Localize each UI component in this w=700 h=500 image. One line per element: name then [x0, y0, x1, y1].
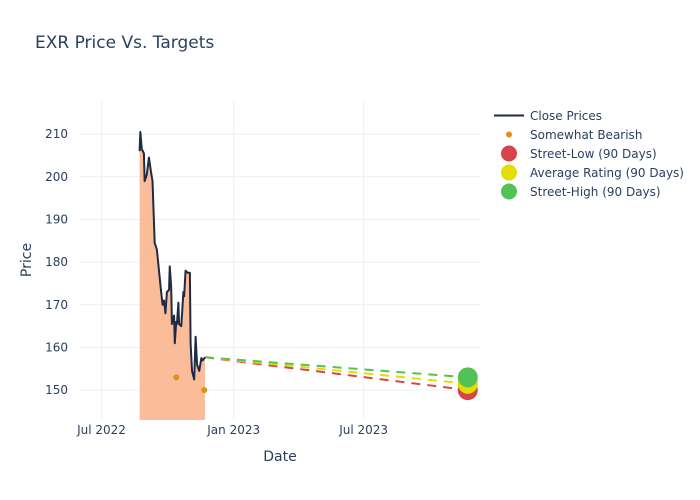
- y-tick-label: 150: [45, 383, 68, 397]
- close-price-line: [138, 131, 206, 381]
- line-swatch-icon: [494, 106, 524, 125]
- target-line: [204, 356, 468, 379]
- legend-label: Average Rating (90 Days): [530, 165, 684, 180]
- legend-label: Somewhat Bearish: [530, 127, 643, 142]
- legend-item-average-rating[interactable]: Average Rating (90 Days): [494, 163, 684, 182]
- scatter-layer: [173, 374, 208, 394]
- circle-swatch-icon: [494, 144, 524, 163]
- x-tick-label: Jul 2023: [338, 423, 388, 437]
- grid: [80, 100, 480, 420]
- legend-item-street-high[interactable]: Street-High (90 Days): [494, 182, 684, 201]
- rating-point: [201, 387, 208, 394]
- circle-swatch-icon: [494, 182, 524, 201]
- legend-label: Close Prices: [530, 108, 603, 123]
- legend-label: Street-Low (90 Days): [530, 146, 657, 161]
- x-axis-label: Date: [263, 449, 296, 465]
- marker-layer: [457, 367, 478, 401]
- y-tick-label: 170: [45, 298, 68, 312]
- x-axis-ticks: Jul 2022 Jan 2023 Jul 2023: [76, 423, 388, 437]
- y-axis-label: Price: [19, 243, 35, 277]
- target-marker: [457, 367, 478, 388]
- x-tick-label: Jan 2023: [206, 423, 260, 437]
- y-tick-label: 210: [45, 127, 68, 141]
- line-layer: [138, 131, 206, 381]
- x-tick-label: Jul 2022: [76, 423, 126, 437]
- target-layer: [204, 356, 468, 392]
- circle-swatch-icon: [494, 163, 524, 182]
- dot-swatch-icon: [494, 125, 524, 144]
- legend: Close Prices Somewhat Bearish Street-Low…: [494, 106, 684, 201]
- rating-point: [173, 374, 180, 381]
- area-layer: [139, 132, 205, 420]
- legend-item-close-prices[interactable]: Close Prices: [494, 106, 684, 125]
- legend-item-street-low[interactable]: Street-Low (90 Days): [494, 144, 684, 163]
- y-tick-label: 180: [45, 255, 68, 269]
- y-tick-label: 190: [45, 212, 68, 226]
- y-axis-ticks: 150 160 170 180 190 200 210: [45, 127, 68, 397]
- target-line: [204, 356, 468, 392]
- y-tick-label: 200: [45, 170, 68, 184]
- legend-item-somewhat-bearish[interactable]: Somewhat Bearish: [494, 125, 684, 144]
- target-line: [204, 356, 468, 385]
- legend-label: Street-High (90 Days): [530, 184, 661, 199]
- y-tick-label: 160: [45, 340, 68, 354]
- chart-title: EXR Price Vs. Targets: [35, 33, 215, 53]
- close-price-area: [139, 132, 205, 420]
